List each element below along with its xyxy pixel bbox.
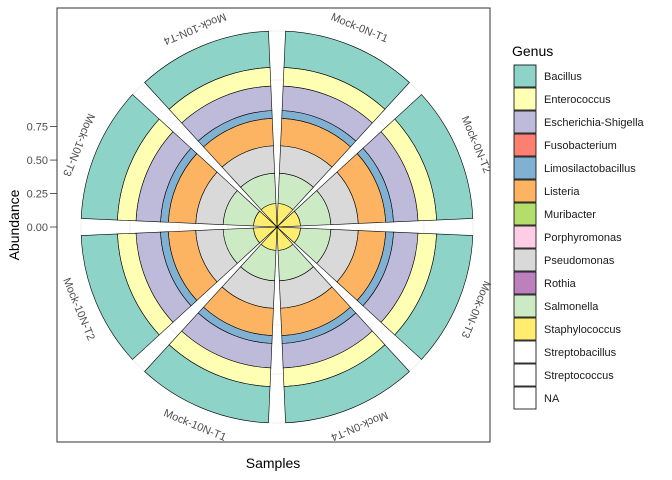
y-axis-ticks: 0.00 0.25 0.50 0.75 [27,122,57,234]
legend-key [513,225,537,249]
legend-label: Enterococcus [544,94,611,106]
legend-label: Rothia [544,278,577,290]
legend-key [513,87,537,111]
legend-label: Streptococcus [544,370,614,382]
legend-key [513,386,537,410]
legend-label: Listeria [544,186,580,198]
bar-segment-bacillus [283,344,410,424]
legend-key [513,317,537,341]
grid-circle [80,30,474,424]
legend-key [513,133,537,157]
legend-label: Limosilactobacillus [544,163,636,175]
legend-label: Porphyromonas [544,232,622,244]
legend-title: Genus [512,43,553,59]
bars [80,30,474,424]
legend-items: Bacillus Enterococcus Escherichia-Shigella… [513,64,645,410]
legend-key [513,363,537,387]
grid-circle [129,79,425,375]
legend-key [513,64,537,88]
legend-label: Muribacter [544,209,596,221]
legend-key [513,179,537,203]
legend-label: Staphylococcus [544,324,622,336]
y-tick-label: 0.00 [27,222,48,234]
legend-key [513,340,537,364]
legend-key [513,156,537,180]
bar-segment-bacillus [283,30,410,110]
polar-grid [80,30,474,424]
legend-label: Salmonella [544,301,599,313]
legend-key [513,294,537,318]
legend-key [513,271,537,295]
y-tick-label: 0.25 [27,189,48,201]
y-tick-label: 0.75 [27,122,48,134]
bar-segment-bacillus [80,94,160,221]
y-tick-label: 0.50 [27,155,48,167]
legend-key [513,202,537,226]
bar-segment-bacillus [144,344,271,424]
legend-key [513,248,537,272]
legend: Genus Bacillus Enterococcus Escherichia-Sh… [512,43,645,410]
grid-circle [178,128,376,326]
grid-circle [227,177,327,277]
legend-label: Pseudomonas [544,255,615,267]
legend-label: Streptobacillus [544,347,617,359]
legend-label: NA [544,393,560,405]
y-axis-title: Abundance [6,189,22,260]
bar-segment-bacillus [394,233,474,360]
x-axis-title: Samples [246,455,300,471]
legend-key [513,110,537,134]
legend-label: Bacillus [544,71,582,83]
legend-label: Fusobacterium [544,140,617,152]
bar-segment-bacillus [80,233,160,360]
bar-segment-bacillus [394,94,474,221]
legend-label: Escherichia-Shigella [544,117,645,129]
bar-segment-bacillus [144,30,271,110]
